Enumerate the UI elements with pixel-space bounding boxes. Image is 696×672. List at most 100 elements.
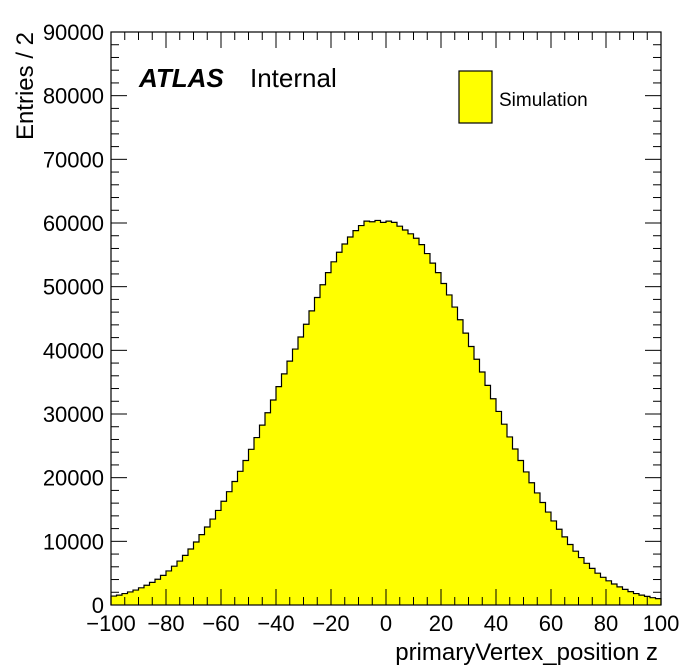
histogram-bin bbox=[331, 261, 337, 605]
histogram-bin bbox=[292, 349, 299, 605]
histogram-bin bbox=[309, 310, 315, 605]
histogram-bin bbox=[254, 437, 260, 605]
histogram-bin bbox=[633, 593, 640, 605]
histogram-bin bbox=[265, 412, 271, 605]
histogram-bin bbox=[545, 512, 552, 605]
x-tick-label: −60 bbox=[202, 611, 239, 636]
histogram-bin bbox=[573, 551, 579, 605]
histogram-bin bbox=[336, 252, 343, 605]
histogram-bin bbox=[441, 283, 447, 605]
histogram-bin bbox=[237, 471, 244, 605]
histogram-bars bbox=[111, 220, 662, 606]
histogram-bin bbox=[111, 596, 117, 605]
histogram-bin bbox=[369, 221, 376, 605]
histogram-bin bbox=[501, 424, 508, 605]
x-tick-label: −80 bbox=[147, 611, 184, 636]
x-tick-label: 100 bbox=[643, 611, 680, 636]
histogram-bin bbox=[232, 481, 238, 605]
histogram-bin bbox=[281, 373, 288, 605]
histogram-bin bbox=[380, 222, 387, 605]
histogram-bin bbox=[468, 346, 475, 605]
histogram-bin bbox=[386, 221, 392, 605]
y-axis-label: Entries / 2 bbox=[12, 32, 39, 140]
histogram-bin bbox=[210, 519, 216, 605]
histogram-outline bbox=[110, 219, 662, 605]
histogram-bin bbox=[226, 491, 233, 605]
histogram-bin bbox=[298, 336, 304, 605]
histogram-bin bbox=[507, 436, 513, 605]
histogram-bin bbox=[182, 555, 189, 605]
histogram-bin bbox=[204, 527, 211, 605]
histogram-bin bbox=[215, 510, 222, 605]
histogram-bin bbox=[116, 595, 123, 605]
atlas-label: ATLAS bbox=[138, 63, 224, 93]
histogram-bin bbox=[347, 237, 354, 606]
histogram-bin bbox=[424, 253, 431, 605]
histogram-bin bbox=[171, 566, 178, 605]
histogram-bin bbox=[314, 297, 321, 605]
y-tick-labels: 0 10000 20000 30000 40000 50000 60000 70000 8000… bbox=[43, 20, 104, 618]
histogram-bin bbox=[474, 359, 480, 605]
legend: Simulation bbox=[458, 70, 588, 124]
histogram-bin bbox=[127, 591, 134, 605]
legend-entry-simulation: Simulation bbox=[499, 90, 588, 111]
histogram-bin bbox=[650, 597, 656, 605]
histogram-bin bbox=[155, 579, 161, 605]
histogram-bin bbox=[364, 221, 370, 605]
histogram-bin bbox=[567, 544, 574, 605]
y-tick-label: 60000 bbox=[43, 211, 104, 236]
histogram-bin bbox=[221, 501, 227, 605]
histogram-bin bbox=[578, 557, 585, 605]
histogram-bin bbox=[556, 529, 563, 605]
histogram-bin bbox=[320, 284, 326, 605]
histogram-bin bbox=[358, 225, 365, 605]
histogram-bin bbox=[452, 307, 458, 605]
histogram-bin bbox=[397, 226, 403, 605]
histogram-bin bbox=[457, 319, 464, 605]
y-tick-label: 40000 bbox=[43, 338, 104, 363]
axis-ticks bbox=[110, 31, 662, 606]
histogram-bin bbox=[325, 272, 332, 605]
histogram-bin bbox=[490, 398, 497, 605]
histogram-bin bbox=[595, 573, 601, 605]
histogram-bin bbox=[342, 244, 348, 605]
histogram-bin bbox=[149, 582, 156, 605]
x-tick-label: 20 bbox=[429, 611, 453, 636]
histogram-bin bbox=[353, 230, 359, 605]
histogram-bin bbox=[523, 471, 530, 605]
histogram-bin bbox=[611, 583, 618, 605]
histogram-bin bbox=[496, 411, 502, 605]
histogram-bin bbox=[446, 294, 453, 605]
y-tick-label: 70000 bbox=[43, 147, 104, 172]
histogram-bin bbox=[589, 568, 596, 605]
histogram-bin bbox=[622, 589, 629, 605]
legend-swatch bbox=[458, 70, 493, 124]
histogram-bin bbox=[551, 520, 557, 605]
histogram-bin bbox=[639, 595, 645, 605]
histogram-bin bbox=[303, 324, 310, 605]
x-tick-label: −40 bbox=[257, 611, 294, 636]
histogram-bin bbox=[270, 399, 277, 605]
histogram-bin bbox=[479, 371, 486, 605]
histogram-bin bbox=[617, 586, 623, 605]
histogram-bin bbox=[259, 425, 266, 605]
histogram-bin bbox=[402, 230, 409, 605]
x-axis-label: primaryVertex_position z bbox=[395, 639, 658, 666]
histogram-bin bbox=[606, 580, 612, 605]
histogram-bin bbox=[518, 460, 524, 605]
histogram-bin bbox=[435, 272, 442, 605]
histogram-bin bbox=[193, 541, 200, 605]
y-tick-label: 50000 bbox=[43, 275, 104, 300]
histogram-bin bbox=[463, 333, 469, 605]
histogram-bin bbox=[485, 385, 491, 605]
x-tick-label: 80 bbox=[594, 611, 618, 636]
histogram-bin bbox=[600, 577, 607, 605]
histogram-bin bbox=[276, 386, 282, 605]
x-tick-label: 40 bbox=[484, 611, 508, 636]
histogram-bin bbox=[391, 222, 398, 605]
histogram-bin bbox=[430, 263, 436, 605]
histogram-bin bbox=[138, 587, 145, 605]
y-tick-label: 20000 bbox=[43, 466, 104, 491]
histogram-bin bbox=[628, 591, 634, 605]
histogram-bin bbox=[133, 590, 139, 605]
